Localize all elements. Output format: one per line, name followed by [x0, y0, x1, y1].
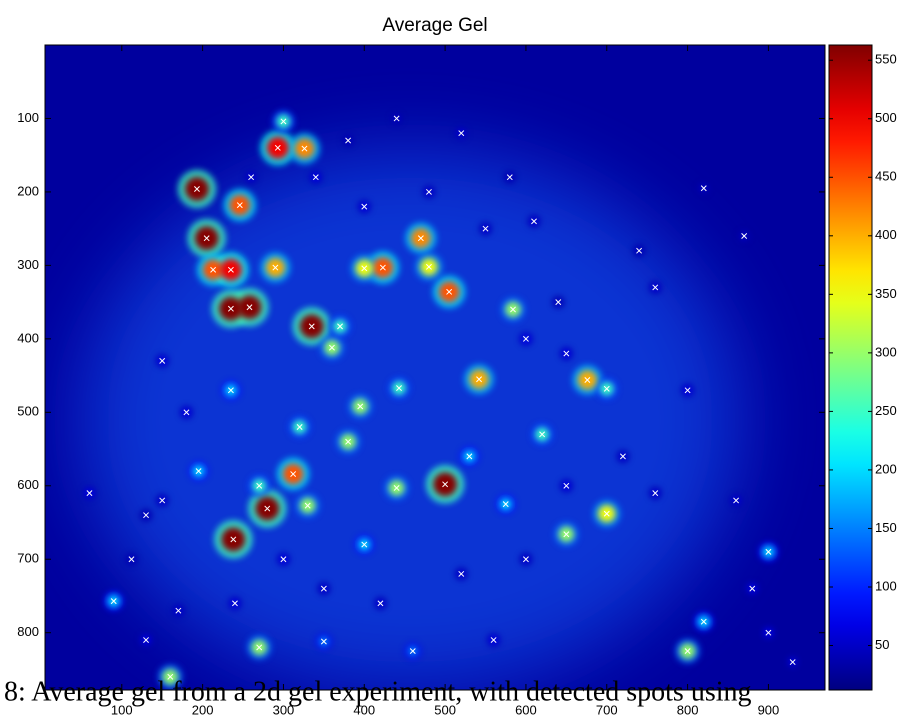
y-tick-label: 700 [17, 551, 39, 566]
colorbar-tick-label: 550 [875, 52, 897, 67]
y-tick-label: 800 [17, 624, 39, 639]
colorbar-tick-label: 200 [875, 461, 897, 476]
y-tick-label: 200 [17, 183, 39, 198]
page: Average Gel 8: Average gel from a 2d gel… [0, 0, 916, 720]
chart: Average Gel 8: Average gel from a 2d gel… [0, 0, 916, 720]
colorbar [829, 45, 872, 690]
y-tick-label: 300 [17, 257, 39, 272]
colorbar-tick-label: 100 [875, 578, 897, 593]
colorbar-tick-label: 250 [875, 403, 897, 418]
colorbar-tick-label: 150 [875, 520, 897, 535]
x-tick-label: 900 [758, 702, 780, 717]
x-tick-label: 700 [596, 702, 618, 717]
colorbar-tick-label: 300 [875, 344, 897, 359]
x-tick-label: 500 [434, 702, 456, 717]
colorbar-tick-label: 50 [875, 637, 889, 652]
x-tick-label: 800 [677, 702, 699, 717]
colorbar-tick-label: 400 [875, 227, 897, 242]
plot-area [45, 45, 825, 690]
x-tick-label: 300 [273, 702, 295, 717]
colorbar-tick-label: 450 [875, 169, 897, 184]
y-tick-label: 100 [17, 110, 39, 125]
y-tick-label: 400 [17, 330, 39, 345]
y-tick-label: 600 [17, 477, 39, 492]
y-tick-label: 500 [17, 404, 39, 419]
x-tick-label: 100 [111, 702, 133, 717]
x-tick-label: 400 [353, 702, 375, 717]
colorbar-tick-label: 350 [875, 286, 897, 301]
x-tick-label: 200 [192, 702, 214, 717]
x-tick-label: 600 [515, 702, 537, 717]
chart-title: Average Gel [382, 15, 487, 36]
colorbar-tick-label: 500 [875, 110, 897, 125]
